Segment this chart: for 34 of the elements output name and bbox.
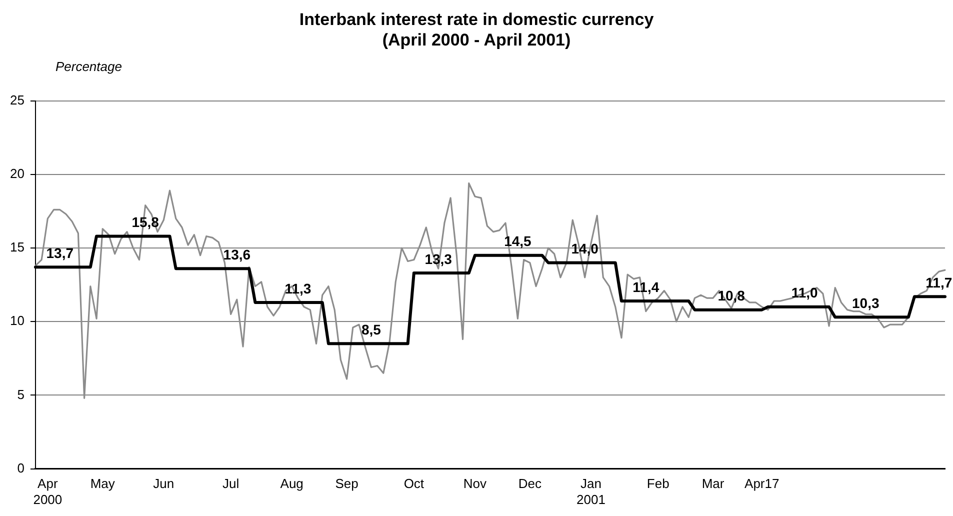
y-tick-label: 10 xyxy=(10,313,24,328)
y-tick-label: 25 xyxy=(10,92,24,108)
data-label: 15,8 xyxy=(132,214,160,230)
y-axis-title: Percentage xyxy=(55,58,122,74)
y-tick-label: 15 xyxy=(10,240,24,255)
x-tick-label: Oct xyxy=(404,476,424,492)
x-tick-label: Jun xyxy=(153,476,174,492)
data-label: 10,8 xyxy=(718,288,746,304)
data-label: 14,0 xyxy=(571,240,599,257)
y-tick-label: 5 xyxy=(17,386,24,402)
data-label: 11,0 xyxy=(791,284,818,301)
data-label: 11,3 xyxy=(284,280,312,296)
x-tick-label: May xyxy=(90,476,116,492)
data-label: 11,4 xyxy=(632,278,660,295)
data-label: 13,6 xyxy=(223,246,251,262)
data-label: 11,7 xyxy=(926,274,952,290)
x-tick-label: Jul xyxy=(222,476,240,492)
x-tick-label: Nov xyxy=(463,476,488,492)
x-tick-label: Dec xyxy=(518,476,542,492)
data-label: 10,3 xyxy=(852,295,880,312)
x-tick-label: Apr 2000 xyxy=(33,476,62,507)
chart-title: Interbank interest rate in domestic currency (April 2000 - April 2001) xyxy=(299,10,654,50)
x-tick-label: Sep xyxy=(335,476,358,492)
x-tick-label: Aug xyxy=(280,476,304,492)
x-tick-label: Jan 2001 xyxy=(576,476,606,507)
data-label: 13,3 xyxy=(424,250,452,267)
x-tick-label: Apr17 xyxy=(744,476,780,492)
y-tick-label: 20 xyxy=(10,166,24,181)
data-label: 8,5 xyxy=(361,322,382,338)
y-tick-label: 0 xyxy=(17,460,24,476)
data-label: 13,7 xyxy=(46,244,74,261)
data-label: 14,5 xyxy=(504,233,532,250)
x-tick-label: Feb xyxy=(646,476,670,492)
x-tick-label: Mar xyxy=(702,476,725,492)
